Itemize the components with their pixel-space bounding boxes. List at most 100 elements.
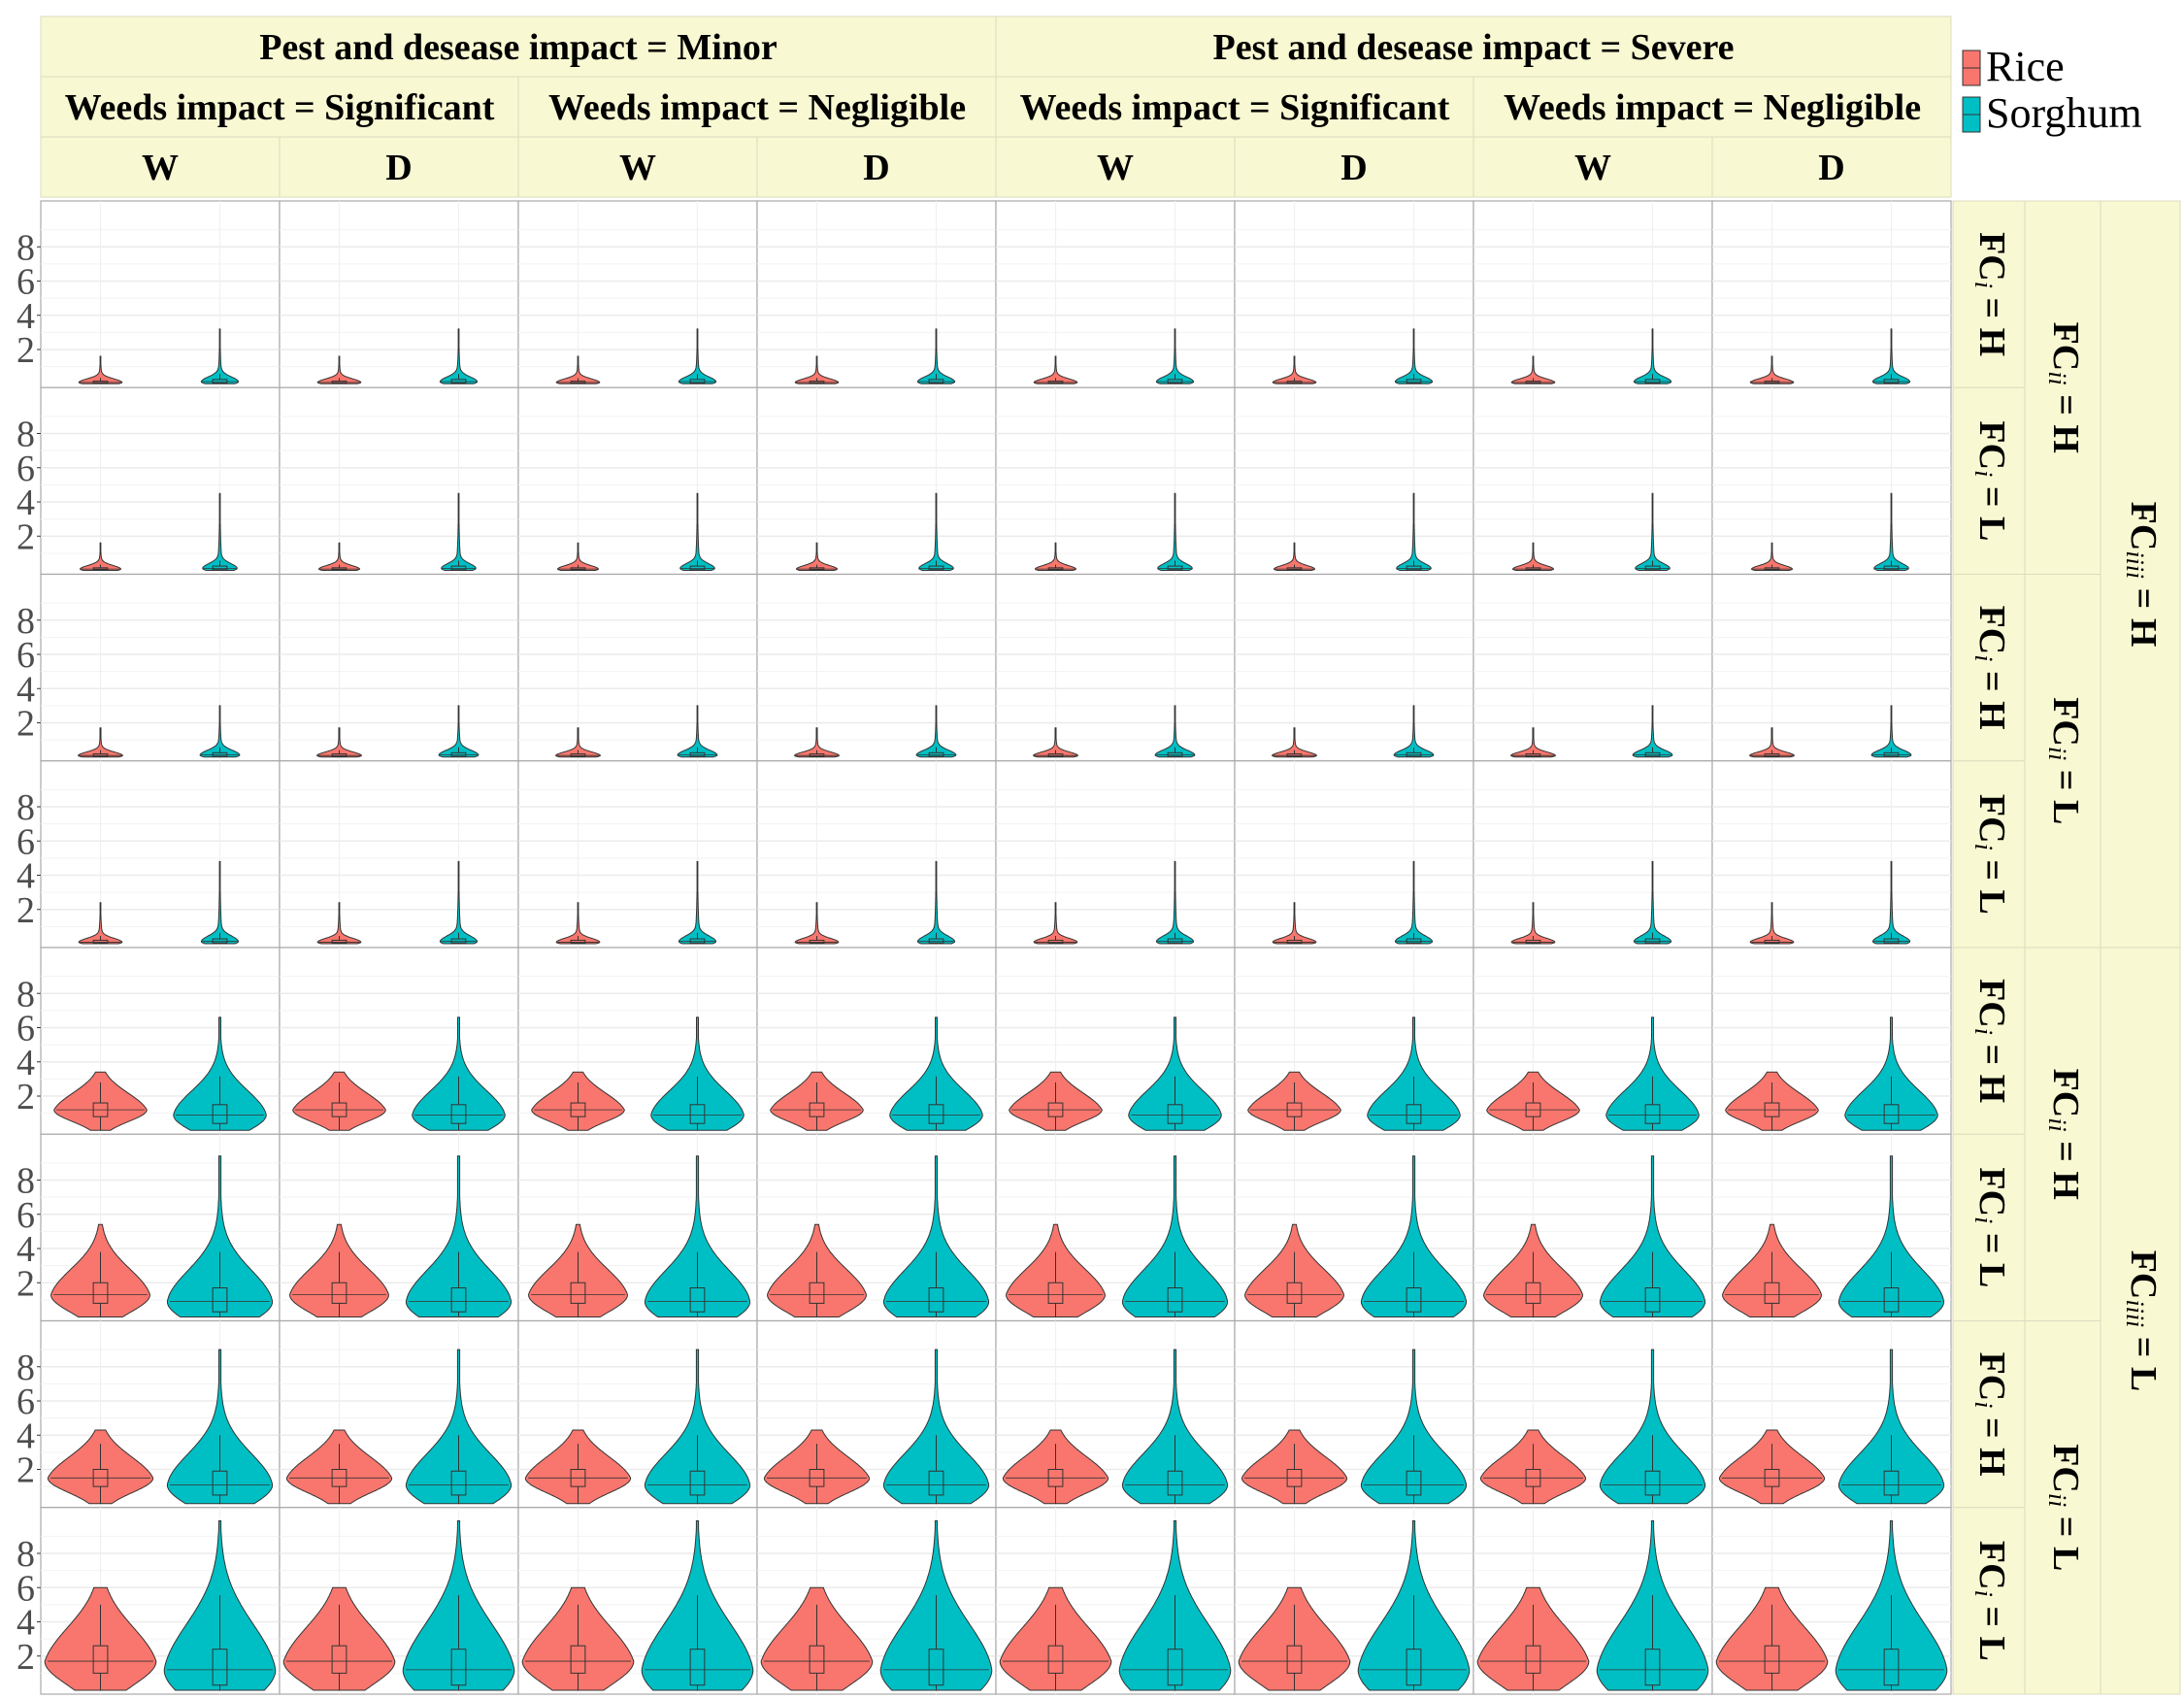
y-tick-label: 6 bbox=[17, 821, 35, 862]
rice-violin bbox=[794, 727, 840, 758]
panel bbox=[279, 386, 519, 576]
sorghum-violin bbox=[1837, 1155, 1945, 1317]
rice-violin bbox=[1511, 542, 1555, 571]
sorghum-violin bbox=[439, 860, 479, 945]
strip-fci bbox=[1952, 1133, 2026, 1321]
sorghum-box bbox=[1406, 938, 1422, 944]
y-tick-label: 2 bbox=[17, 330, 35, 371]
sorghum-box bbox=[1406, 565, 1422, 571]
sorghum-box bbox=[1406, 1470, 1422, 1496]
strip-wd-label: D bbox=[385, 148, 412, 188]
sorghum-box bbox=[1406, 379, 1422, 384]
panel bbox=[1711, 386, 1952, 576]
panel bbox=[279, 200, 519, 388]
sorghum-box bbox=[1406, 751, 1422, 757]
rice-violin bbox=[1749, 355, 1795, 384]
rice-box bbox=[92, 1282, 109, 1304]
rice-violin bbox=[1510, 355, 1556, 384]
sorghum-box bbox=[1167, 751, 1183, 757]
rice-violin bbox=[1749, 727, 1795, 758]
y-tick-label: 2 bbox=[17, 1263, 35, 1304]
sorghum-violin bbox=[1121, 1155, 1229, 1317]
sorghum-violin bbox=[1155, 860, 1195, 945]
sorghum-box bbox=[1644, 1287, 1661, 1313]
strip-fcii bbox=[2024, 200, 2101, 575]
strip-wd bbox=[1234, 136, 1474, 198]
panel bbox=[756, 386, 997, 576]
strip-fci-label: FCi = L bbox=[1969, 794, 2012, 915]
sorghum-violin bbox=[915, 705, 957, 758]
y-tick-label: 8 bbox=[17, 1348, 35, 1388]
panel bbox=[1234, 200, 1474, 388]
panel bbox=[1234, 573, 1474, 762]
strip-fci-label: FCi = H bbox=[1969, 1352, 2012, 1477]
rice-violin bbox=[78, 727, 123, 758]
strip-fci-label: FCi = L bbox=[1969, 420, 2012, 541]
strip-fci bbox=[1952, 1507, 2026, 1695]
y-tick-label: 8 bbox=[17, 415, 35, 455]
rice-box bbox=[570, 939, 586, 944]
sorghum-violin bbox=[202, 492, 238, 571]
panel bbox=[1473, 573, 1713, 762]
rice-violin bbox=[316, 355, 362, 384]
y-tick-label: 8 bbox=[17, 601, 35, 642]
panel bbox=[1473, 760, 1713, 949]
sorghum-box bbox=[689, 379, 706, 384]
strip-fcii-label: FCii = H bbox=[2043, 1069, 2086, 1200]
sorghum-violin bbox=[644, 1349, 751, 1505]
sorghum-box bbox=[1883, 938, 1900, 944]
rice-box bbox=[809, 1645, 825, 1674]
panel bbox=[40, 573, 281, 762]
sorghum-box bbox=[1883, 1104, 1900, 1124]
rice-box bbox=[1764, 1282, 1780, 1304]
y-tick-label: 8 bbox=[17, 1161, 35, 1202]
sorghum-violin bbox=[1837, 1349, 1945, 1505]
panel bbox=[279, 573, 519, 762]
sorghum-violin bbox=[1633, 860, 1672, 945]
strip-fci bbox=[1952, 574, 2026, 762]
rice-violin bbox=[316, 902, 362, 945]
sorghum-violin bbox=[1360, 1155, 1468, 1317]
sorghum-box bbox=[1167, 938, 1183, 944]
sorghum-box bbox=[1644, 751, 1661, 757]
y-tick-label: 2 bbox=[17, 516, 35, 557]
rice-box bbox=[570, 1645, 586, 1674]
strip-fci bbox=[1952, 386, 2026, 575]
sorghum-box bbox=[1644, 1649, 1661, 1686]
rice-violin bbox=[555, 727, 601, 758]
rice-violin bbox=[1272, 902, 1317, 945]
sorghum-violin bbox=[166, 1155, 274, 1317]
rice-violin bbox=[1033, 902, 1078, 945]
sorghum-violin bbox=[200, 328, 240, 384]
rice-box bbox=[331, 1645, 347, 1674]
y-tick-label: 4 bbox=[17, 296, 35, 337]
strip-fci bbox=[1952, 1320, 2026, 1509]
panel bbox=[995, 573, 1236, 762]
rice-violin bbox=[316, 727, 362, 758]
panel bbox=[40, 386, 281, 576]
rice-box bbox=[331, 939, 347, 944]
rice-box bbox=[92, 939, 109, 944]
sorghum-box bbox=[1644, 565, 1661, 571]
y-tick-label: 4 bbox=[17, 1043, 35, 1083]
panel bbox=[756, 760, 997, 949]
sorghum-violin bbox=[405, 1349, 513, 1505]
rice-box bbox=[809, 1282, 825, 1304]
strip-wd bbox=[1473, 136, 1713, 198]
y-tick-label: 4 bbox=[17, 1416, 35, 1456]
sorghum-box bbox=[1883, 751, 1900, 757]
sorghum-violin bbox=[441, 492, 477, 571]
rice-violin bbox=[1034, 542, 1077, 571]
strip-wd-label: D bbox=[1340, 148, 1367, 188]
sorghum-box bbox=[450, 1470, 467, 1496]
y-tick-label: 2 bbox=[17, 1450, 35, 1491]
strip-wd-label: W bbox=[619, 148, 656, 188]
y-tick-label: 2 bbox=[17, 1077, 35, 1117]
sorghum-violin bbox=[1394, 328, 1434, 384]
sorghum-violin bbox=[405, 1155, 513, 1317]
sorghum-violin bbox=[1367, 1016, 1461, 1131]
strip-fciiii-label: FCiiii = L bbox=[2121, 1250, 2164, 1392]
rice-box bbox=[1525, 1282, 1541, 1304]
strip-fciiii bbox=[2100, 200, 2181, 949]
